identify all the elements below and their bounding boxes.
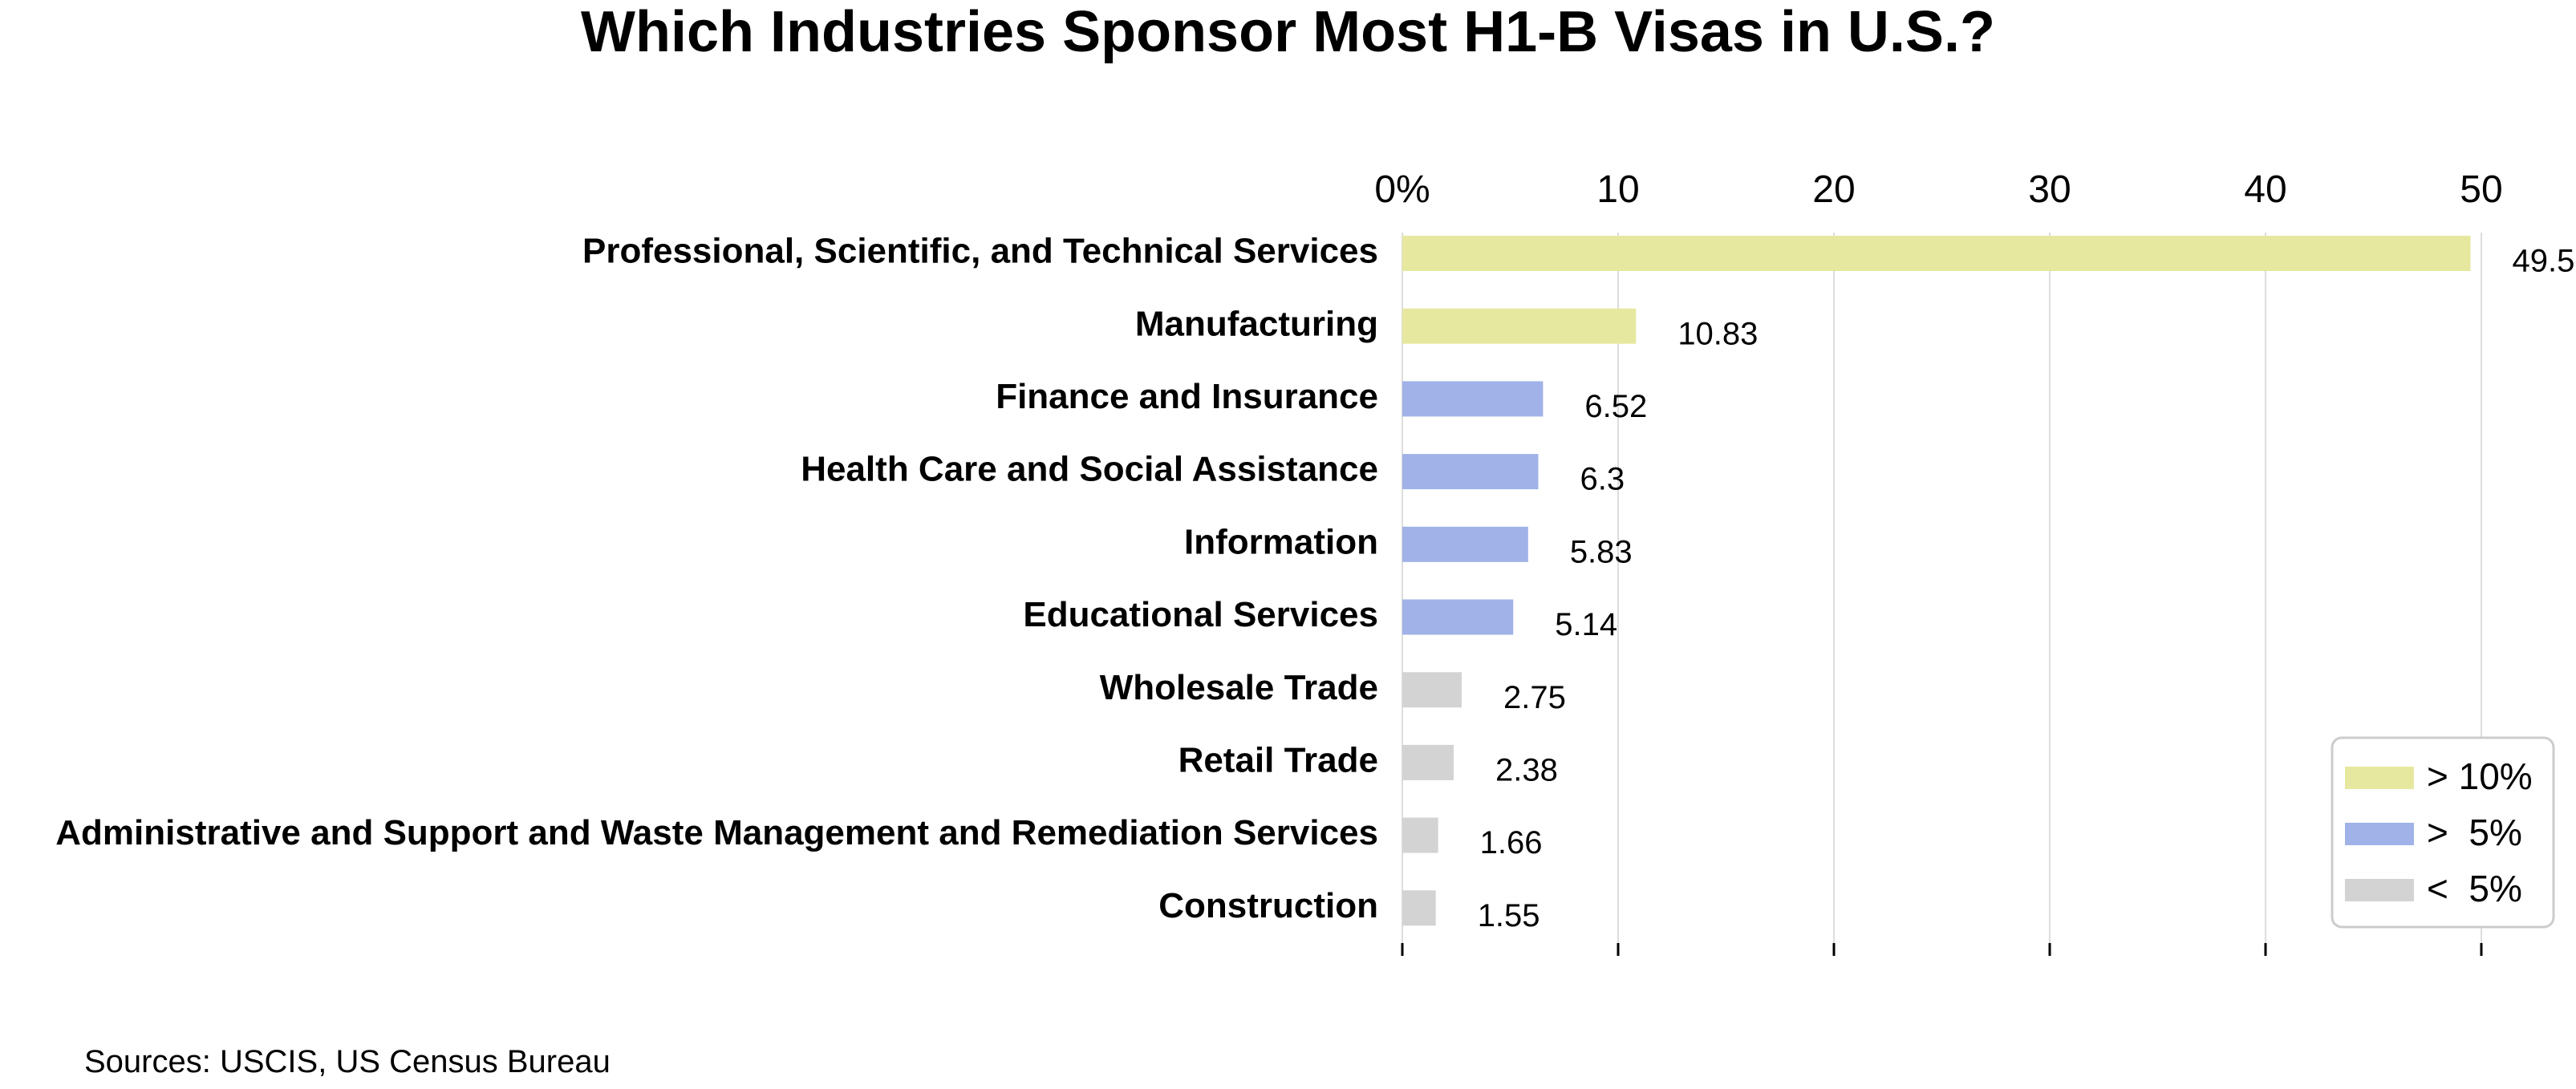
value-label-9: 1.66 [1480,825,1543,860]
category-label-5: Information [1184,522,1378,561]
value-label-1: 49.5 [2513,244,2575,279]
category-label-10: Construction [1158,886,1378,925]
category-label-1: Professional, Scientific, and Technical … [582,232,1378,271]
category-label-4: Health Care and Social Assistance [801,450,1378,489]
legend-label-gt10: > 10% [2427,755,2533,797]
x-tick-label-0: 0% [1374,168,1430,211]
source-note: Sources: USCIS, US Census Bureau [84,1044,611,1079]
x-axis-tick-labels: 0% 10 20 30 40 50 [1374,168,2502,211]
category-label-6: Educational Services [1023,595,1378,634]
x-tick-label-50: 50 [2460,168,2502,211]
bar-1 [1402,236,2471,271]
x-axis-tick-marks [1401,943,2483,956]
value-label-3: 6.52 [1584,389,1647,424]
legend-label-gt5: > 5% [2427,812,2522,853]
bar-8 [1402,744,1454,780]
x-tick-label-10: 10 [1596,168,1639,211]
bar-2 [1402,308,1637,344]
bar-7 [1402,672,1462,708]
bar-3 [1402,381,1544,417]
legend-swatch-gt5 [2345,823,2414,845]
value-label-10: 1.55 [1478,898,1540,933]
category-label-2: Manufacturing [1135,304,1378,343]
x-tick-label-30: 30 [2028,168,2071,211]
bar-6 [1402,599,1514,635]
value-label-4: 6.3 [1580,462,1625,497]
category-label-7: Wholesale Trade [1100,668,1378,707]
value-label-7: 2.75 [1503,680,1566,715]
value-label-8: 2.38 [1495,752,1558,787]
legend-swatch-lt5 [2345,879,2414,901]
legend: > 10% > 5% < 5% [2331,736,2555,929]
bar-10 [1402,890,1436,926]
value-label-2: 10.83 [1677,316,1758,351]
legend-swatch-gt10 [2345,767,2414,789]
category-label-3: Finance and Insurance [996,377,1378,416]
bar-9 [1402,817,1438,853]
bar-5 [1402,526,1528,562]
x-tick-label-20: 20 [1812,168,1855,211]
legend-label-lt5: < 5% [2427,868,2522,909]
category-label-9: Administrative and Support and Waste Man… [55,813,1378,852]
category-label-8: Retail Trade [1178,741,1378,780]
bars [1402,236,2471,926]
bar-4 [1402,454,1539,490]
chart-title: Which Industries Sponsor Most H1-B Visas… [581,0,1995,64]
x-tick-label-40: 40 [2244,168,2286,211]
value-labels: 49.5 10.83 6.52 6.3 5.83 5.14 2.75 2.38 1.66 1.55 [1478,244,2575,933]
value-label-5: 5.83 [1570,534,1633,569]
category-labels: Professional, Scientific, and Technical … [55,232,1378,925]
value-label-6: 5.14 [1555,607,1617,642]
